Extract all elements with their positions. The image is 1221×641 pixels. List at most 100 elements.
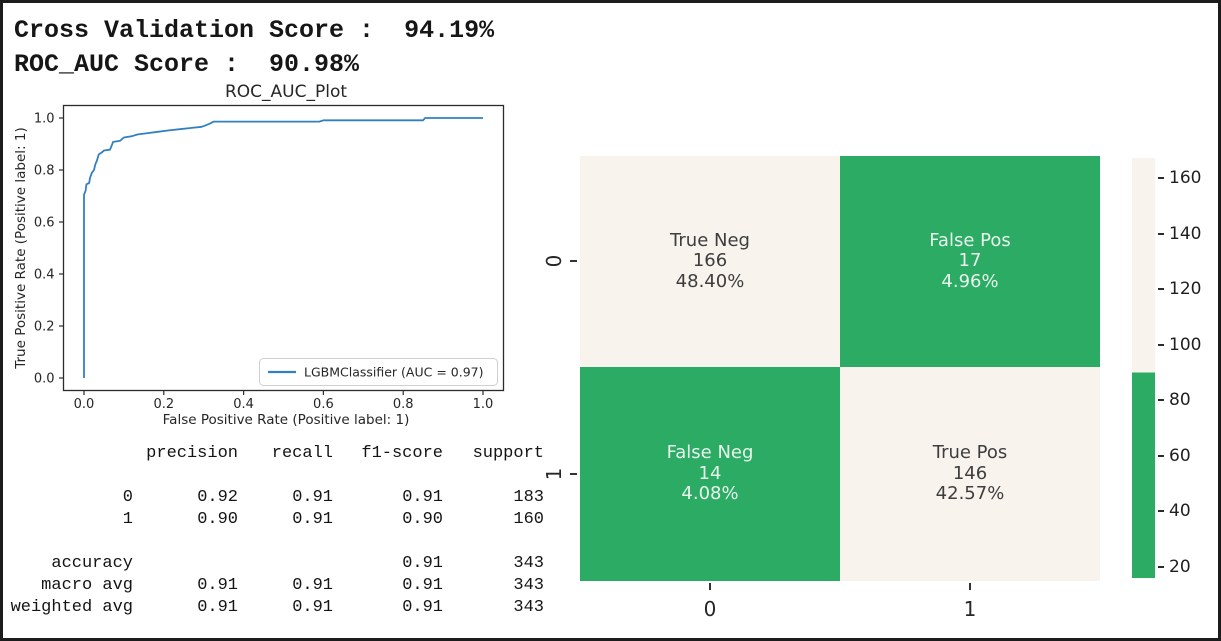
cm-cell-true-pos: True Pos 146 42.57% [840, 367, 1100, 581]
cm-xtick-label: 0 [703, 597, 717, 621]
confusion-matrix-heatmap: True Neg 166 48.40% False Pos 17 4.96% False N… [542, 156, 1100, 621]
report-summary-row-cell: 0.91 [197, 576, 238, 595]
cm-xtick-mark [969, 583, 971, 590]
roc-xtick-label: 0.6 [313, 397, 334, 412]
report-summary-row-cell: weighted avg [10, 598, 133, 617]
cm-cell-percent: 48.40% [675, 270, 745, 292]
report-summary-row: weighted avg 0.91 0.91 0.91 343 [7, 597, 544, 619]
roc-y-axis-ticks: 0.0 0.2 0.4 0.6 0.8 1.0 [34, 112, 64, 387]
colorbar-tick-mark [1158, 565, 1164, 568]
report-summary-row-cell: accuracy [51, 554, 133, 573]
cross-validation-score-text: Cross Validation Score : 94.19% [14, 16, 495, 45]
roc-legend-box [259, 358, 498, 386]
cm-ytick-label: 0 [542, 254, 566, 268]
cm-cell-percent: 4.08% [681, 483, 739, 505]
report-summary-row-cell: 0.91 [197, 598, 238, 617]
colorbar-tick-label: 60 [1169, 445, 1191, 466]
colorbar-tick-label: 100 [1169, 334, 1202, 355]
roc-ytick-label: 0.4 [34, 268, 55, 283]
cm-ytick-mark [570, 260, 577, 262]
report-summary-row-cell: 343 [513, 576, 544, 595]
cm-cell-count: 146 [952, 462, 988, 484]
roc-ylabel: True Positive Rate (Positive label: 1) [13, 127, 29, 370]
report-class-row: 0 0.92 0.91 0.91 183 [7, 487, 544, 509]
report-class-row-cell: 0.91 [402, 488, 443, 507]
report-column-header: precision [146, 444, 238, 463]
colorbar-tick-label: 40 [1169, 501, 1191, 522]
report-class-row-cell: 0.90 [402, 510, 443, 529]
report-summary-row-cell: 0.91 [402, 598, 443, 617]
classification-report-summary-rows: accuracy 0.91 343 macro avg 0.91 0.91 0.91 343 w… [7, 553, 544, 619]
report-column-header [7, 443, 133, 465]
cm-cell-true-neg: True Neg 166 48.40% [580, 156, 840, 367]
report-class-row-cell: 160 [513, 510, 544, 529]
cm-cell-label: False Pos [929, 229, 1011, 251]
report-summary-row-cell: 343 [513, 554, 544, 573]
report-summary-row-cell: 0.91 [402, 576, 443, 595]
roc-xtick-label: 0.2 [153, 397, 174, 412]
report-summary-row-cell: 0.91 [292, 598, 333, 617]
report-class-row-cell: 0.91 [292, 510, 333, 529]
report-class-row-cell: 183 [513, 488, 544, 507]
roc-xtick-label: 0.4 [233, 397, 254, 412]
report-column-header: f1-score [361, 444, 443, 463]
roc-xlabel: False Positive Rate (Positive label: 1) [163, 412, 410, 428]
cm-cell-label: False Neg [666, 442, 754, 464]
report-summary-row-cell: macro avg [41, 576, 133, 595]
cm-ytick-label: 1 [542, 467, 566, 481]
cm-cell-count: 17 [958, 250, 982, 272]
cm-cell-false-pos: False Pos 17 4.96% [840, 156, 1100, 367]
roc-title: ROC_AUC_Plot [225, 82, 347, 102]
roc-chart: ROC_AUC_Plot 0.0 0.2 0.4 0.6 0.8 1.0 0.00.20.… [13, 82, 505, 428]
report-class-row-cell: 0 [122, 488, 133, 507]
colorbar-tick-label: 80 [1169, 390, 1191, 411]
colorbar-tick-mark [1158, 343, 1164, 346]
cm-xtick-label: 1 [963, 597, 977, 621]
report-summary-row: accuracy 0.91 343 [7, 553, 544, 575]
report-column-header: support [472, 444, 544, 463]
report-class-row: 1 0.90 0.91 0.90 160 [7, 509, 544, 531]
colorbar-tick-label: 160 [1169, 168, 1202, 188]
cm-cell-label: True Neg [670, 229, 750, 251]
cm-cell-count: 166 [692, 250, 728, 272]
roc-xtick-label: 1.0 [473, 397, 494, 412]
colorbar-tick-mark [1158, 510, 1164, 513]
report-summary-row: macro avg 0.91 0.91 0.91 343 [7, 575, 544, 597]
cm-cell-percent: 4.96% [941, 270, 999, 292]
cm-xtick-mark [709, 583, 711, 590]
roc-curve-line [83, 117, 483, 378]
roc-plot-border [62, 104, 505, 392]
confusion-matrix-grid: True Neg 166 48.40% False Pos 17 4.96% False N… [580, 156, 1100, 581]
roc-xtick-label: 0.0 [74, 397, 95, 412]
roc-ytick-label: 0.0 [34, 372, 55, 387]
roc-ytick-label: 0.8 [34, 164, 55, 179]
cm-ytick-mark [570, 473, 577, 475]
roc-legend: LGBMClassifier (AUC = 0.97) [259, 358, 498, 386]
report-summary-row-cell: 0.91 [292, 576, 333, 595]
roc-ytick-label: 0.2 [34, 320, 55, 335]
classification-report-class-rows: 0 0.92 0.91 0.91 183 1 0.90 0.91 0.90 160 [7, 487, 544, 531]
colorbar-tick-mark [1158, 399, 1164, 402]
colorbar-tick-label: 140 [1169, 223, 1202, 244]
report-summary-row-cell [133, 553, 238, 575]
roc-auc-score-text: ROC_AUC Score : 90.98% [14, 50, 360, 79]
roc-legend-label: LGBMClassifier (AUC = 0.97) [304, 365, 483, 380]
report-class-row-cell: 1 [122, 510, 133, 529]
colorbar-gradient [1132, 158, 1155, 578]
report-summary-row-cell: 343 [513, 598, 544, 617]
classification-report: precision recall f1-score support 0 0.92 0.91… [7, 443, 544, 619]
classification-report-header: precision recall f1-score support [7, 443, 544, 465]
roc-ytick-label: 1.0 [34, 112, 55, 127]
roc-xtick-label: 0.8 [393, 397, 414, 412]
colorbar-tick-mark [1158, 454, 1164, 457]
cm-cell-count: 14 [698, 462, 722, 484]
roc-x-axis-ticks: 0.0 0.2 0.4 0.6 0.8 1.0 [74, 390, 494, 412]
report-column-header: recall [271, 444, 333, 463]
cm-cell-label: True Pos [932, 442, 1008, 464]
report-class-row-cell: 0.92 [197, 488, 238, 507]
colorbar: 20 40 60 80 100 120 140 160 [1132, 158, 1201, 578]
colorbar-tick-mark [1158, 288, 1164, 291]
cm-cell-percent: 42.57% [935, 483, 1005, 505]
cm-cell-false-neg: False Neg 14 4.08% [580, 367, 840, 581]
